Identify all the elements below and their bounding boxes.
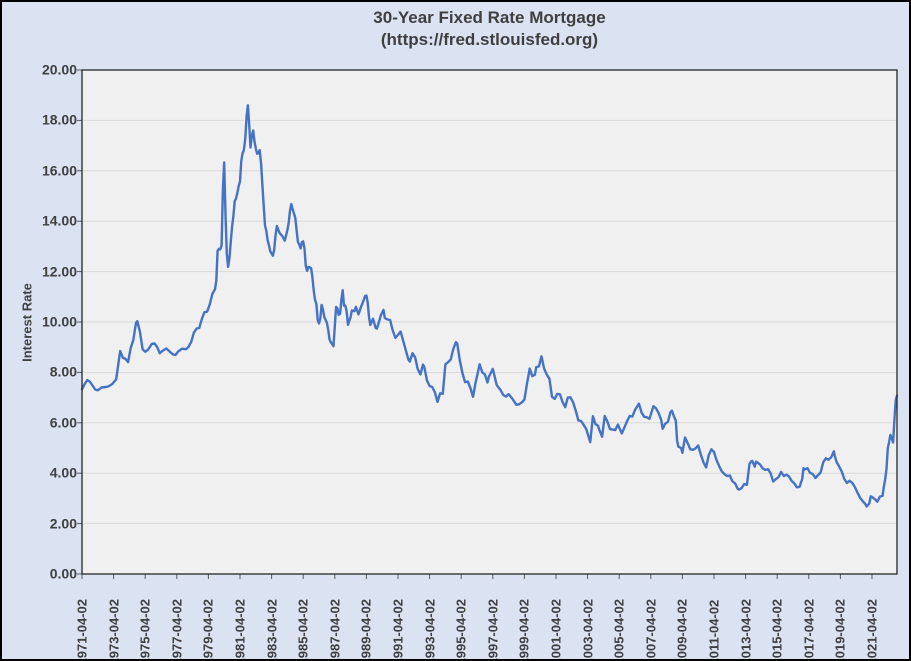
x-tick-label: 1975-04-02 <box>137 599 153 661</box>
x-tick-label: 1995-04-02 <box>453 599 469 661</box>
data-line-series <box>80 104 899 508</box>
x-tick-label: 1979-04-02 <box>200 599 216 661</box>
x-tick-label: 2013-04-02 <box>738 599 754 661</box>
x-tick-label: 1971-04-02 <box>74 599 90 661</box>
chart-subtitle: (https://fred.stlouisfed.org) <box>380 30 599 49</box>
x-tick-label: 2019-04-02 <box>832 599 848 661</box>
y-tick-label: 18.00 <box>41 111 77 128</box>
x-tick-label: 1973-04-02 <box>106 599 122 661</box>
y-tick-label: 0.00 <box>49 565 77 582</box>
y-tick-label: 16.00 <box>41 162 77 179</box>
x-tick-label: 1991-04-02 <box>390 599 406 661</box>
x-tick-label: 1983-04-02 <box>264 599 280 661</box>
x-tick-label: 1999-04-02 <box>516 599 532 661</box>
x-tick-label: 1981-04-02 <box>232 599 248 661</box>
x-tick-label: 1993-04-02 <box>422 599 438 661</box>
y-tick-label: 14.00 <box>41 212 77 229</box>
x-tick-label: 2015-04-02 <box>769 599 785 661</box>
x-tick-label: 2005-04-02 <box>611 599 627 661</box>
x-tick-label: 2017-04-02 <box>801 599 817 661</box>
x-tick-label: 2009-04-02 <box>674 599 690 661</box>
y-tick-label: 20.00 <box>41 61 77 78</box>
x-tick-label: 1989-04-02 <box>358 599 374 661</box>
x-tick-label: 2011-04-02 <box>706 599 722 661</box>
y-tick-label: 10.00 <box>41 313 77 330</box>
y-axis-title: Interest Rate <box>19 282 35 362</box>
x-tick-label: 1977-04-02 <box>169 599 185 661</box>
x-tick-label: 2001-04-02 <box>548 599 564 661</box>
x-tick-label: 1985-04-02 <box>295 599 311 661</box>
x-tick-label: 2003-04-02 <box>580 599 596 661</box>
chart-title-block: 30-Year Fixed Rate Mortgage (https://fre… <box>82 7 897 51</box>
y-tick-label: 2.00 <box>49 515 77 532</box>
y-tick-label: 8.00 <box>49 363 77 380</box>
x-tick-label: 2007-04-02 <box>643 599 659 661</box>
y-tick-label: 4.00 <box>49 464 77 481</box>
x-tick-label: 1997-04-02 <box>485 599 501 661</box>
chart-title: 30-Year Fixed Rate Mortgage <box>373 8 606 27</box>
x-tick-label: 1987-04-02 <box>327 599 343 661</box>
plot-border <box>81 69 898 575</box>
y-tick-label: 6.00 <box>49 414 77 431</box>
y-tick-label: 12.00 <box>41 263 77 280</box>
x-tick-label: 2021-04-02 <box>864 599 880 661</box>
